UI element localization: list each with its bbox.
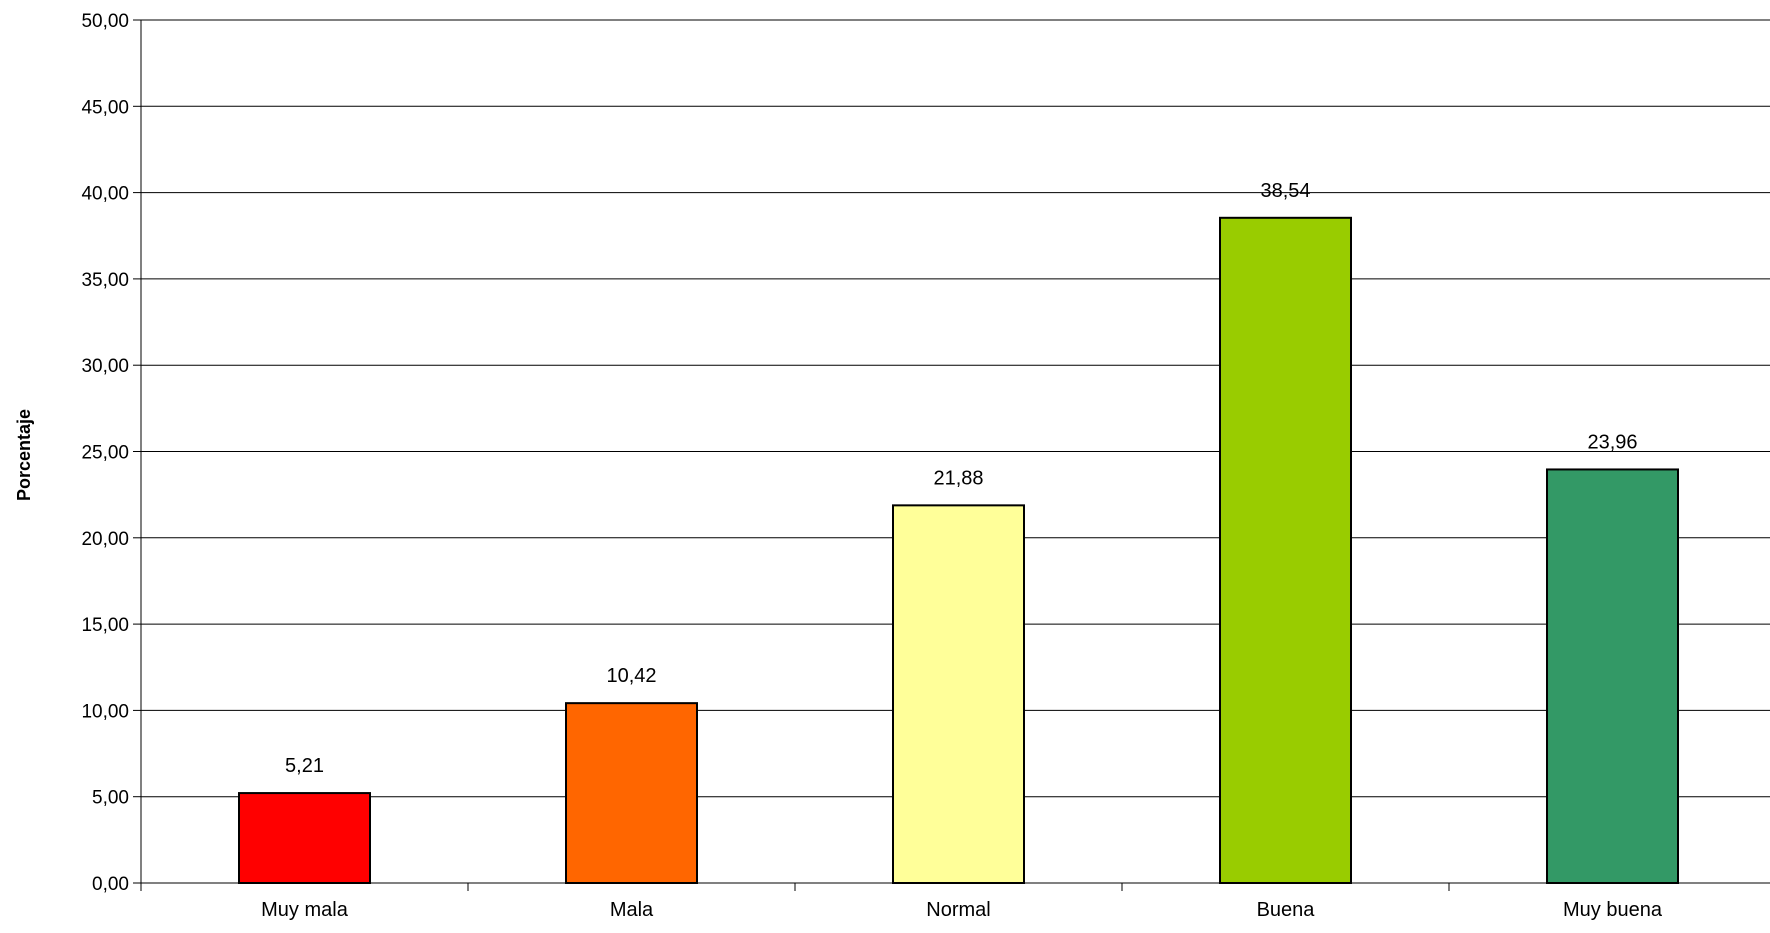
bars <box>238 216 1679 885</box>
y-tick-label: 20,00 <box>81 529 129 550</box>
data-label: 21,88 <box>933 467 983 489</box>
data-label: 5,21 <box>285 755 324 777</box>
y-tick-label: 15,00 <box>81 615 129 636</box>
y-tick-label: 30,00 <box>81 356 129 377</box>
y-tick-label: 5,00 <box>92 788 129 809</box>
labels: 0,00 5,00 10,00 15,00 20,00 25,00 30,00 35,00 40… <box>81 11 1662 921</box>
bar-muy-buena <box>1546 468 1679 884</box>
y-tick-label: 35,00 <box>81 270 129 291</box>
x-tick-label: Mala <box>610 899 654 921</box>
y-tick-label: 50,00 <box>81 11 129 32</box>
y-tick-label: 40,00 <box>81 184 129 205</box>
y-tick-label: 10,00 <box>81 701 129 722</box>
y-tick-label: 25,00 <box>81 443 129 464</box>
y-tick-label: 45,00 <box>81 97 129 118</box>
bar-muy-mala <box>238 792 371 884</box>
y-axis-title: Porcentaje <box>14 409 34 501</box>
bar-normal <box>892 504 1025 884</box>
data-label: 23,96 <box>1587 431 1637 453</box>
gridlines <box>141 19 1770 798</box>
x-tick-label: Muy buena <box>1563 899 1663 921</box>
x-tick-label: Normal <box>926 899 990 921</box>
bar-buena <box>1219 216 1352 884</box>
y-tick-label: 0,00 <box>92 874 129 895</box>
axes <box>133 19 1770 891</box>
data-label: 10,42 <box>606 665 656 687</box>
x-tick-label: Muy mala <box>261 899 349 921</box>
bar-mala <box>565 702 698 885</box>
data-label: 38,54 <box>1260 180 1310 202</box>
x-tick-label: Buena <box>1257 899 1316 921</box>
